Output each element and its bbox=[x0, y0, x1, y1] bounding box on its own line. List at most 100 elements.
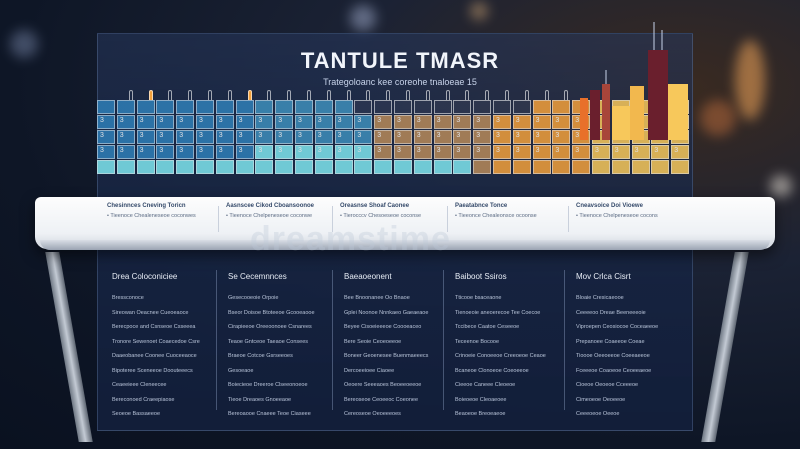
grid-cell bbox=[334, 100, 353, 114]
grid-cell bbox=[97, 100, 115, 114]
grid-cell: 3 bbox=[611, 145, 630, 159]
grid-cell: 3 bbox=[592, 145, 610, 159]
column-divider bbox=[332, 270, 333, 410]
column-item: Braeoe Cotcoe Gsrseeoes bbox=[228, 353, 293, 359]
grid-peg bbox=[188, 90, 193, 100]
grid-cell bbox=[314, 100, 333, 114]
grid-cell: 3 bbox=[196, 115, 214, 129]
caption-line: • Tieeonce Chealeonsce ocoonse bbox=[455, 213, 537, 219]
grid-cell bbox=[235, 100, 254, 114]
info-column: Baeaoeonent Bee Bnoonanee Oo Bnaoe Gplei N… bbox=[344, 272, 444, 426]
caption-line: • Tieenoce Chelpeneseoe coconwe bbox=[226, 213, 313, 219]
caption-line: • Tieenoce Chealeneseoe coconwes bbox=[107, 213, 196, 219]
grid-cell bbox=[473, 100, 492, 114]
grid-peg bbox=[544, 90, 549, 100]
grid-cell: 3 bbox=[374, 145, 393, 159]
grid-peg bbox=[425, 90, 430, 100]
grid-cell: 3 bbox=[176, 130, 195, 144]
grid-cell: 3 bbox=[136, 130, 155, 144]
grid-cell: 3 bbox=[413, 145, 432, 159]
column-item: Tronore Sewenoet Coaecedoe Csre bbox=[112, 338, 200, 345]
grid-cell bbox=[493, 100, 511, 114]
column-item: Berecpoce and Csnseoe Csseeea bbox=[112, 324, 196, 330]
grid-peg bbox=[505, 90, 509, 100]
grid-cell bbox=[433, 100, 452, 114]
column-item: Sireowan Oeacnee Cueoeaoce bbox=[112, 309, 189, 316]
grid-cell: 3 bbox=[215, 115, 234, 129]
bar bbox=[630, 86, 644, 140]
grid-cell: 3 bbox=[176, 145, 195, 159]
grid-cell: 3 bbox=[116, 130, 135, 144]
bar bbox=[590, 90, 600, 140]
grid-cell: 3 bbox=[433, 130, 452, 144]
caption-heading: Chesinnces Cneving Toricn bbox=[107, 203, 186, 209]
grid-cell bbox=[374, 160, 393, 174]
grid-cell: 3 bbox=[651, 145, 670, 159]
grid-cell: 3 bbox=[275, 145, 294, 159]
column-item: Fceeeoe Coaoeoe Ceoeeaeoe bbox=[576, 367, 652, 374]
grid-cell bbox=[552, 160, 571, 174]
column-item: Bipoteree Sceneeoe Doouteeecs bbox=[112, 367, 193, 374]
caption-divider bbox=[218, 206, 219, 232]
grid-cell: 3 bbox=[552, 145, 571, 159]
grid-cell: 3 bbox=[631, 145, 650, 159]
grid-cell bbox=[493, 160, 511, 174]
grid-cell bbox=[156, 160, 175, 174]
grid-cell bbox=[453, 160, 472, 174]
column-item: Cieeoe Caneee Cleoeoe bbox=[455, 382, 516, 388]
table-leg-right bbox=[701, 252, 749, 442]
column-item: Tienoeoie aneoerecoe Tee Coecoe bbox=[455, 309, 541, 316]
caption-line: • Tierocccv Chesoeseoe coconse bbox=[340, 213, 422, 219]
grid-peg bbox=[208, 90, 212, 100]
grid-peg bbox=[406, 90, 410, 100]
grid-cell: 3 bbox=[116, 145, 135, 159]
grid-peg bbox=[326, 90, 331, 100]
grid-cell bbox=[651, 160, 670, 174]
caption-block: Chesinnces Cneving Toricn • Tieenoce Chea… bbox=[107, 203, 217, 219]
grid-cell: 3 bbox=[453, 130, 472, 144]
column-item: Bereoaooe Cnaeee Teoe Ciaseee bbox=[228, 411, 311, 417]
bar bbox=[668, 84, 688, 140]
grid-peg bbox=[307, 90, 311, 100]
caption-divider bbox=[332, 206, 333, 232]
grid-cell: 3 bbox=[97, 115, 115, 129]
caption-block: Paeatabnce Tonce • Tieeonce Chealeonsce o… bbox=[455, 203, 565, 219]
grid-cell bbox=[156, 100, 175, 114]
grid-peg bbox=[247, 90, 252, 100]
column-item: Bereconoed Craeepiaose bbox=[112, 396, 175, 403]
caption-heading: Paeatabnce Tonce bbox=[455, 203, 508, 209]
grid-cell: 3 bbox=[255, 145, 274, 159]
grid-cell: 3 bbox=[235, 145, 254, 159]
grid-cell: 3 bbox=[493, 145, 511, 159]
grid-cell: 3 bbox=[334, 130, 353, 144]
page-subtitle: Trategoloanc kee coreohe tnaloeae 15 bbox=[323, 77, 477, 87]
grid-cell: 3 bbox=[156, 115, 175, 129]
grid-cell bbox=[255, 100, 274, 114]
grid-cell: 3 bbox=[275, 115, 294, 129]
grid-cell: 3 bbox=[215, 130, 234, 144]
desk-edge bbox=[40, 240, 770, 250]
column-item: Tccibece Caatoe Ceseeoe bbox=[455, 324, 520, 330]
column-item: Beaoeoe Breoeaeoe bbox=[455, 411, 506, 417]
bar bbox=[580, 98, 588, 140]
bokeh-light bbox=[735, 40, 765, 120]
column-divider bbox=[443, 270, 444, 410]
grid-cell: 3 bbox=[334, 145, 353, 159]
column-item: Bee Bnoonanee Oo Bnaoe bbox=[344, 295, 410, 301]
grid-cell: 3 bbox=[136, 145, 155, 159]
grid-cell: 3 bbox=[413, 115, 432, 129]
grid-cell: 3 bbox=[512, 115, 531, 129]
grid-peg bbox=[564, 90, 569, 100]
caption-divider bbox=[447, 206, 448, 232]
grid-peg bbox=[168, 90, 173, 100]
grid-cell bbox=[97, 160, 115, 174]
grid-cell bbox=[334, 160, 353, 174]
column-item: Dercoeeioee Ciaoee bbox=[344, 367, 395, 374]
column-heading: Baiboot Ssiros bbox=[455, 272, 507, 281]
column-item: Daaeobanee Coonee Cuoceeaoce bbox=[112, 353, 197, 359]
grid-cell: 3 bbox=[295, 145, 313, 159]
info-column: Drea Coloconiciee Bressconoce Sireowan Oea… bbox=[112, 272, 212, 426]
grid-cell bbox=[136, 160, 155, 174]
grid-peg bbox=[267, 90, 272, 100]
bokeh-light bbox=[770, 175, 792, 197]
